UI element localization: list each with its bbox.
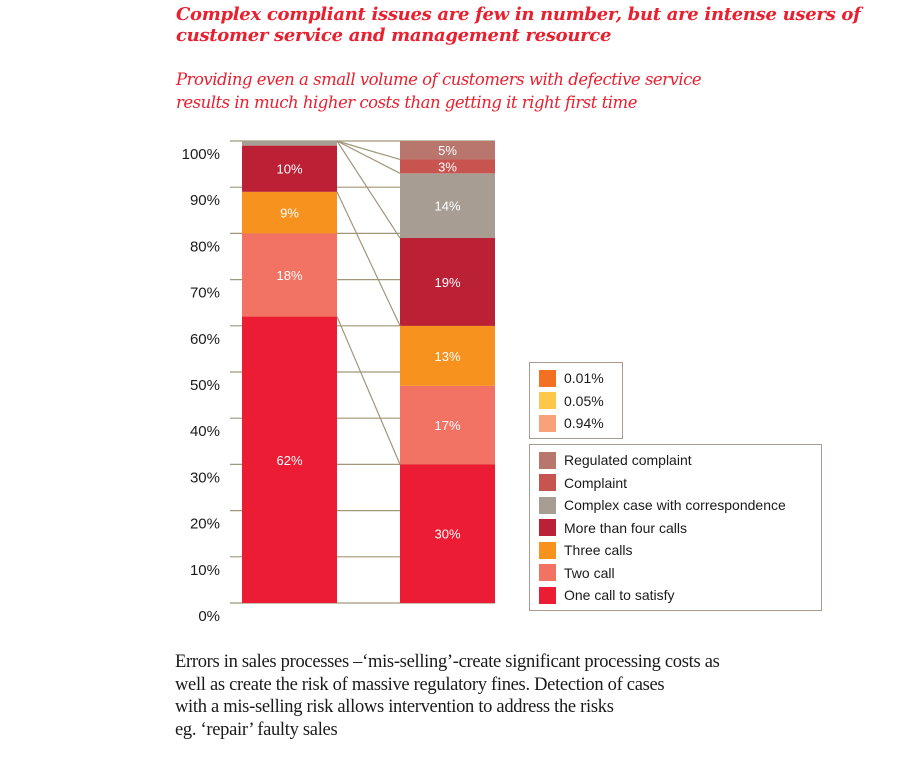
legend-item: Three calls — [530, 539, 821, 562]
legend-item: More than four calls — [530, 517, 821, 540]
bar-segment-one-call-to-satisfy — [242, 316, 337, 603]
legend-label: Regulated complaint — [564, 452, 692, 469]
y-tick-label: 90% — [190, 192, 220, 209]
y-tick-label: 20% — [190, 516, 220, 533]
legend-small-percentages: 0.01% 0.05% 0.94% — [529, 362, 623, 439]
data-label: 13% — [434, 349, 460, 364]
connector-line — [336, 140, 401, 239]
legend-item: Complaint — [530, 472, 821, 495]
stacked-bar-chart: 62% 18% 9% 10% 30% 17% 13% 19% 14% 3%5% 0% 10% 20% 3… — [182, 140, 495, 625]
data-label: 3% — [438, 159, 457, 174]
bars — [242, 141, 495, 603]
data-label: 5% — [438, 143, 457, 158]
legend-label: More than four calls — [564, 519, 687, 536]
legend-swatch — [539, 414, 556, 432]
y-tick-label: 70% — [190, 285, 220, 302]
connector-lines — [336, 140, 401, 465]
bar-segment-three-calls — [242, 191, 337, 234]
data-label: 19% — [434, 275, 460, 290]
footer-line: with a mis-selling risk allows intervent… — [175, 697, 614, 717]
legend-label: One call to satisfy — [564, 587, 675, 604]
legend-swatch — [539, 392, 556, 410]
y-tick-label: 0% — [198, 608, 220, 625]
bar-segment-two-call — [242, 233, 337, 317]
bar-segment-one-call-to-satisfy — [400, 464, 495, 603]
legend-categories: Regulated complaint Complaint Complex case… — [529, 444, 822, 611]
legend-label: Three calls — [564, 542, 633, 559]
data-label: 62% — [276, 453, 302, 468]
footer-line: Errors in sales processes –‘mis-selling’… — [175, 652, 720, 672]
legend-label: 0.01% — [564, 370, 604, 387]
connector-line — [336, 140, 401, 161]
connector-line — [336, 140, 401, 174]
legend-item: 0.94% — [530, 412, 622, 435]
bar-segment-three-calls — [400, 325, 495, 386]
chart-subtitle: Providing even a small volume of custome… — [176, 68, 876, 114]
bar-segment-complex-case-with-correspondence — [242, 141, 337, 146]
legend-swatch — [539, 451, 556, 469]
legend-label: Two call — [564, 564, 615, 581]
legend-swatch — [539, 474, 556, 492]
y-tick-label: 60% — [190, 331, 220, 348]
y-tick-label: 100% — [182, 146, 220, 163]
legend-swatch — [539, 369, 556, 387]
data-label: 18% — [276, 268, 302, 283]
legend-swatch — [539, 564, 556, 582]
data-label: 10% — [276, 162, 302, 177]
legend-swatch — [539, 519, 556, 537]
footer-line: well as create the risk of massive regul… — [175, 674, 665, 695]
legend-label: Complaint — [564, 474, 628, 491]
data-label: 17% — [434, 418, 460, 433]
subtitle-line: results in much higher costs than gettin… — [176, 93, 637, 112]
chart-title: Complex compliant issues are few in numb… — [176, 4, 861, 46]
legend-label: 0.05% — [564, 392, 604, 409]
y-tick-label: 30% — [190, 469, 220, 486]
data-label: 14% — [434, 199, 460, 214]
legend-item: Regulated complaint — [530, 449, 821, 472]
footer-line: eg. ‘repair’ faulty sales — [175, 719, 338, 740]
legend-item: Two call — [530, 562, 821, 585]
segment-labels: 62% 18% 9% 10% 30% 17% 13% 19% 14% 3%5% — [276, 143, 460, 541]
legend-item: 0.05% — [530, 390, 622, 413]
y-tick-label: 80% — [190, 238, 220, 255]
legend-label: Complex case with correspondence — [564, 497, 786, 514]
subtitle-line: Providing even a small volume of custome… — [176, 70, 702, 89]
bar-segment-two-call — [400, 385, 495, 465]
y-tick-label: 50% — [190, 377, 220, 394]
bar-segment-complaint — [400, 159, 495, 174]
legend-swatch — [539, 541, 556, 559]
legend-item: Complex case with correspondence — [530, 494, 821, 517]
bar-segment-regulated-complaint — [400, 141, 495, 160]
footer-text: Errors in sales processes –‘mis-selling’… — [175, 651, 875, 741]
data-label: 9% — [280, 206, 299, 221]
bar-segment-more-than-four-calls — [242, 145, 337, 192]
bar-segment-more-than-four-calls — [400, 238, 495, 326]
data-label: 30% — [434, 527, 460, 542]
connector-line — [336, 316, 401, 465]
legend-label: 0.94% — [564, 415, 604, 432]
y-tick-label: 40% — [190, 423, 220, 440]
bar-segment-complex-case-with-correspondence — [400, 173, 495, 239]
legend-swatch — [539, 496, 556, 514]
legend-item: 0.01% — [530, 367, 622, 390]
y-axis: 0% 10% 20% 30% 40% 50% 60% 70% 80% 90% 100% — [182, 146, 220, 625]
connector-line — [336, 191, 401, 327]
y-tick-label: 10% — [190, 562, 220, 579]
legend-item: One call to satisfy — [530, 584, 821, 607]
legend-swatch — [539, 586, 556, 604]
